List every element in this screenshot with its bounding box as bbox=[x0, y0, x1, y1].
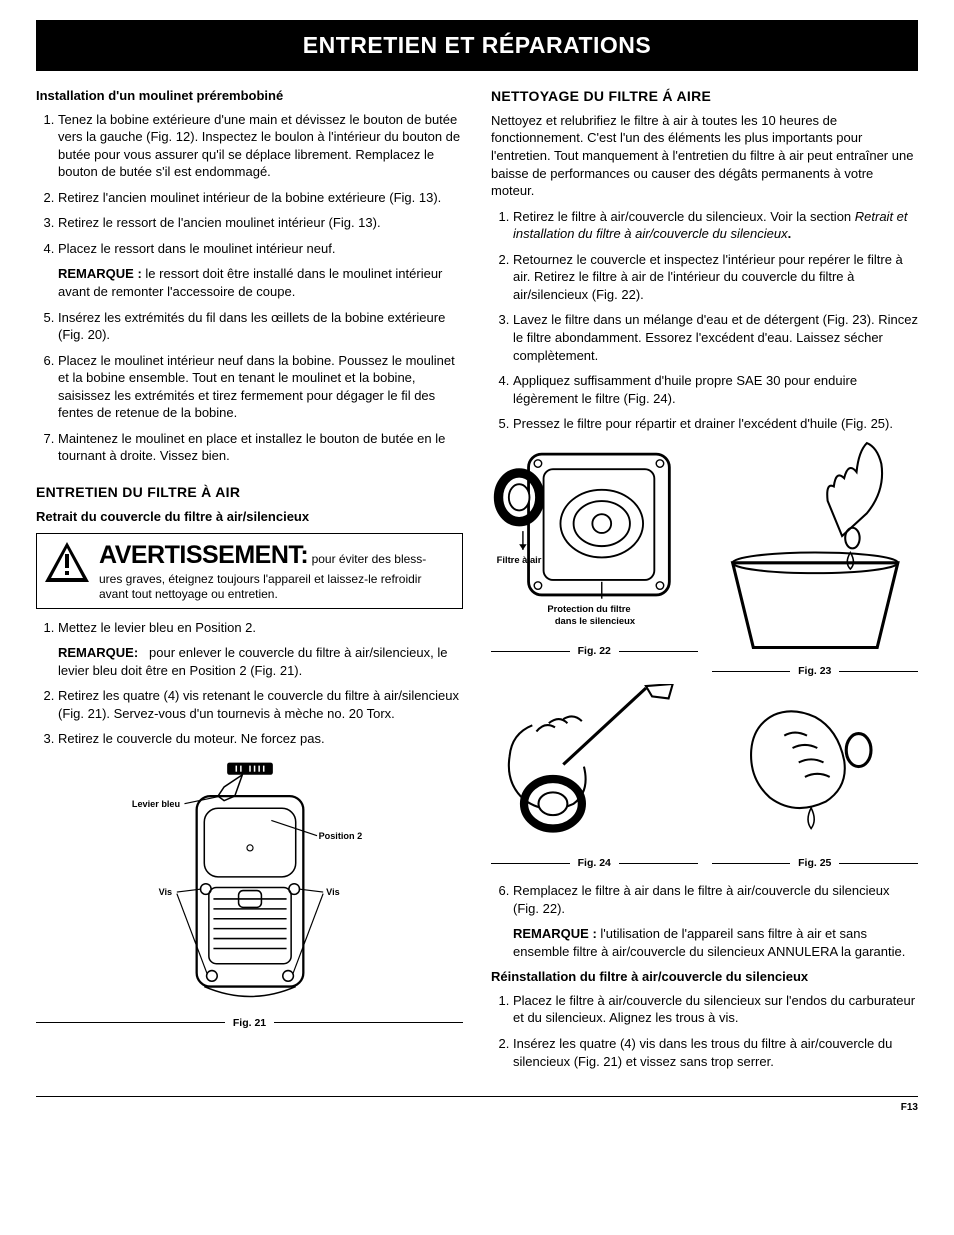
left-list-3: Mettez le levier bleu en Position 2. bbox=[36, 619, 463, 637]
label-filtre: Filtre à air bbox=[497, 555, 542, 565]
left-heading-3: Retrait du couvercle du filtre à air/sil… bbox=[36, 508, 463, 526]
fig21-caption: Fig. 21 bbox=[36, 1016, 463, 1030]
label-levier: Levier bleu bbox=[131, 799, 179, 809]
list-item: Tenez la bobine extérieure d'une main et… bbox=[58, 111, 463, 181]
list-item: Retirez le couvercle du moteur. Ne force… bbox=[58, 730, 463, 748]
two-column-layout: Installation d'un moulinet prérembobiné … bbox=[36, 87, 918, 1078]
list-item: Pressez le filtre pour répartir et drain… bbox=[513, 415, 918, 433]
list-item: Placez le filtre à air/couvercle du sile… bbox=[513, 992, 918, 1027]
fig23-label: Fig. 23 bbox=[798, 664, 831, 678]
figure-23-svg bbox=[712, 441, 919, 658]
list-item: Retirez l'ancien moulinet intérieur de l… bbox=[58, 189, 463, 207]
label-vis-left: Vis bbox=[158, 887, 172, 897]
left-list-2: Insérez les extrémités du fil dans les œ… bbox=[36, 309, 463, 465]
left-note-1: REMARQUE : le ressort doit être installé… bbox=[36, 265, 463, 300]
figure-24-svg bbox=[491, 684, 698, 849]
label-vis-right: Vis bbox=[326, 887, 340, 897]
warning-rest: ures graves, éteignez toujours l'apparei… bbox=[99, 572, 421, 601]
fig25-label: Fig. 25 bbox=[798, 856, 831, 870]
figure-25: Fig. 25 bbox=[712, 684, 919, 870]
fig25-caption: Fig. 25 bbox=[712, 856, 919, 870]
right-list-1: Retirez le filtre à air/couvercle du sil… bbox=[491, 208, 918, 433]
right-heading-3: Réinstallation du filtre à air/couvercle… bbox=[491, 968, 918, 986]
fig21-label: Fig. 21 bbox=[233, 1016, 266, 1030]
list-item: Retirez les quatre (4) vis retenant le c… bbox=[58, 687, 463, 722]
list-item: Lavez le filtre dans un mélange d'eau et… bbox=[513, 311, 918, 364]
right-intro: Nettoyez et relubrifiez le filtre à air … bbox=[491, 112, 918, 200]
step1-b: . bbox=[788, 226, 792, 241]
note-label: REMARQUE: bbox=[58, 645, 138, 660]
figure-21: Levier bleu Position 2 Vis Vis Fig. 21 bbox=[36, 758, 463, 1030]
list-item: Mettez le levier bleu en Position 2. bbox=[58, 619, 463, 637]
warning-triangle-icon bbox=[43, 540, 91, 584]
fig23-caption: Fig. 23 bbox=[712, 664, 919, 678]
right-note-3: REMARQUE : l'utilisation de l'appareil s… bbox=[491, 925, 918, 960]
list-item: Remplacez le filtre à air dans le filtre… bbox=[513, 882, 918, 917]
fig22-caption: Fig. 22 bbox=[491, 644, 698, 658]
left-list-1: Tenez la bobine extérieure d'une main et… bbox=[36, 111, 463, 258]
fig24-caption: Fig. 24 bbox=[491, 856, 698, 870]
list-item: Appliquez suffisamment d'huile propre SA… bbox=[513, 372, 918, 407]
warning-text: AVERTISSEMENT: pour éviter des bless- ur… bbox=[99, 540, 454, 601]
fig-row-22-23: Filtre à air Protection du filtre dans l… bbox=[491, 441, 918, 679]
step1-a: Retirez le filtre à air/couvercle du sil… bbox=[513, 209, 855, 224]
page-number: F13 bbox=[36, 1096, 918, 1115]
figure-25-svg bbox=[712, 684, 919, 849]
figure-24: Fig. 24 bbox=[491, 684, 698, 870]
list-item: Insérez les quatre (4) vis dans les trou… bbox=[513, 1035, 918, 1070]
list-item: Maintenez le moulinet en place et instal… bbox=[58, 430, 463, 465]
left-heading-1: Installation d'un moulinet prérembobiné bbox=[36, 87, 463, 105]
left-list-4: Retirez les quatre (4) vis retenant le c… bbox=[36, 687, 463, 748]
fig22-label: Fig. 22 bbox=[578, 644, 611, 658]
list-item: Insérez les extrémités du fil dans les œ… bbox=[58, 309, 463, 344]
figure-23: Fig. 23 bbox=[712, 441, 919, 679]
warning-box: AVERTISSEMENT: pour éviter des bless- ur… bbox=[36, 533, 463, 608]
figure-22: Filtre à air Protection du filtre dans l… bbox=[491, 441, 698, 679]
note-label: REMARQUE : bbox=[58, 266, 142, 281]
list-item: Retournez le couvercle et inspectez l'in… bbox=[513, 251, 918, 304]
left-note-2: REMARQUE: pour enlever le couvercle du f… bbox=[36, 644, 463, 679]
note-label: REMARQUE : bbox=[513, 926, 597, 941]
label-position: Position 2 bbox=[318, 831, 362, 841]
label-prot1: Protection du filtre bbox=[547, 604, 630, 614]
banner-title: ENTRETIEN ET RÉPARATIONS bbox=[36, 20, 918, 71]
list-item: Retirez le filtre à air/couvercle du sil… bbox=[513, 208, 918, 243]
right-list-2: Remplacez le filtre à air dans le filtre… bbox=[491, 882, 918, 917]
fig24-label: Fig. 24 bbox=[578, 856, 611, 870]
label-prot2: dans le silencieux bbox=[555, 616, 636, 626]
right-heading-1: NETTOYAGE DU FILTRE Á AIRE bbox=[491, 87, 918, 106]
warning-title: AVERTISSEMENT: bbox=[99, 541, 308, 569]
figure-22-svg: Filtre à air Protection du filtre dans l… bbox=[491, 441, 698, 638]
figure-21-svg: Levier bleu Position 2 Vis Vis bbox=[90, 758, 410, 1009]
left-heading-2: ENTRETIEN DU FILTRE À AIR bbox=[36, 483, 463, 502]
warning-tail: pour éviter des bless- bbox=[312, 552, 427, 566]
list-item: Retirez le ressort de l'ancien moulinet … bbox=[58, 214, 463, 232]
right-column: NETTOYAGE DU FILTRE Á AIRE Nettoyez et r… bbox=[491, 87, 918, 1078]
fig-row-24-25: Fig. 24 Fig. 25 bbox=[491, 684, 918, 870]
right-list-3: Placez le filtre à air/couvercle du sile… bbox=[491, 992, 918, 1070]
list-item: Placez le ressort dans le moulinet intér… bbox=[58, 240, 463, 258]
list-item: Placez le moulinet intérieur neuf dans l… bbox=[58, 352, 463, 422]
left-column: Installation d'un moulinet prérembobiné … bbox=[36, 87, 463, 1078]
